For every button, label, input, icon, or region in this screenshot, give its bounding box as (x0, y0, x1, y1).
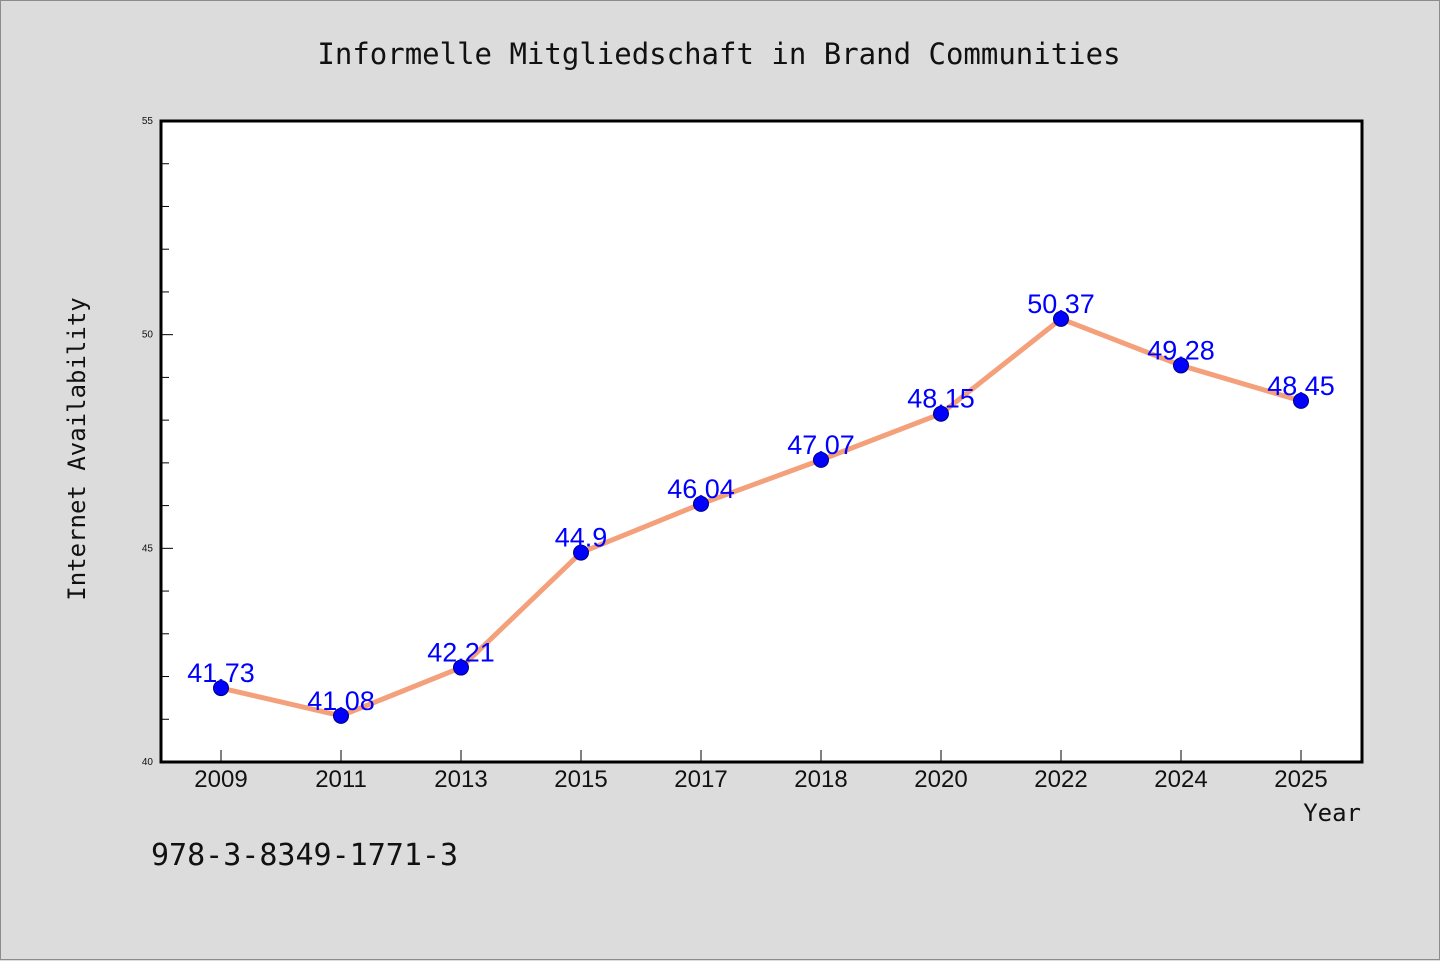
x-axis-label: Year (1303, 799, 1361, 827)
data-labels: 41.73 41.08 42.21 44.9 46.04 47.07 48.15 50.37 4… (187, 289, 1335, 716)
y-axis-label: Internet Availability (63, 297, 91, 600)
x-axis-ticks: 2009 2011 2013 2015 2017 2018 2020 2022 2024 2025 (194, 750, 1328, 793)
y-tick-label: 55 (142, 116, 154, 127)
data-point (213, 680, 229, 697)
data-point (333, 707, 349, 724)
data-point (573, 544, 589, 561)
y-tick-label: 50 (142, 330, 154, 341)
x-tick-label: 2013 (434, 766, 487, 793)
data-point (1173, 357, 1189, 374)
x-tick-label: 2011 (315, 766, 367, 793)
chart-title: Informelle Mitgliedschaft in Brand Commu… (317, 37, 1120, 71)
series-line-group (218, 316, 1304, 719)
y-axis-ticks: 40 45 50 55 (142, 116, 173, 768)
x-tick-label: 2022 (1034, 766, 1087, 793)
data-label: 41.08 (307, 686, 375, 716)
data-label: 48.15 (907, 384, 975, 414)
data-label: 47.07 (787, 430, 855, 460)
data-label: 49.28 (1147, 335, 1215, 365)
data-label: 44.9 (555, 523, 608, 553)
data-point (453, 659, 469, 676)
data-label: 50.37 (1027, 289, 1095, 319)
data-point (693, 495, 709, 512)
y-tick-label: 40 (142, 757, 154, 768)
data-point (1293, 392, 1309, 409)
data-label: 46.04 (667, 474, 735, 504)
data-point (933, 405, 949, 422)
data-label: 48.45 (1267, 371, 1335, 401)
x-tick-label: 2025 (1274, 766, 1327, 793)
x-tick-label: 2015 (554, 766, 607, 793)
data-label: 41.73 (187, 658, 255, 688)
x-tick-label: 2009 (194, 766, 247, 793)
x-tick-label: 2020 (914, 766, 967, 793)
y-tick-label: 45 (142, 543, 154, 554)
data-points (213, 310, 1309, 724)
x-tick-label: 2024 (1154, 766, 1207, 793)
series-line (218, 316, 1304, 719)
isbn-note: 978-3-8349-1771-3 (151, 838, 458, 873)
data-point (813, 451, 829, 468)
data-point (1053, 310, 1069, 327)
data-label: 42.21 (427, 638, 495, 668)
plot-area (159, 119, 1364, 764)
x-tick-label: 2017 (674, 766, 727, 793)
x-tick-label: 2018 (794, 766, 847, 793)
